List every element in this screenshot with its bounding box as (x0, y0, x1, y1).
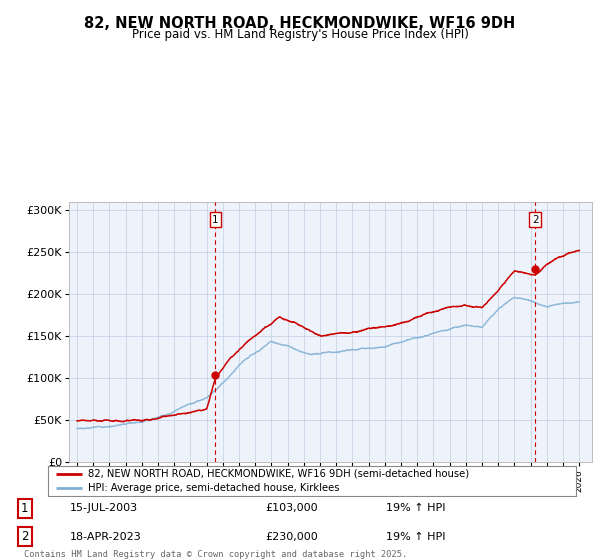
Text: 1: 1 (212, 215, 219, 225)
Text: 15-JUL-2003: 15-JUL-2003 (70, 503, 138, 514)
Text: Price paid vs. HM Land Registry's House Price Index (HPI): Price paid vs. HM Land Registry's House … (131, 28, 469, 41)
Text: 82, NEW NORTH ROAD, HECKMONDWIKE, WF16 9DH: 82, NEW NORTH ROAD, HECKMONDWIKE, WF16 9… (85, 16, 515, 31)
Text: 19% ↑ HPI: 19% ↑ HPI (386, 531, 446, 542)
Text: 18-APR-2023: 18-APR-2023 (70, 531, 142, 542)
Text: 82, NEW NORTH ROAD, HECKMONDWIKE, WF16 9DH (semi-detached house): 82, NEW NORTH ROAD, HECKMONDWIKE, WF16 9… (88, 469, 469, 479)
Text: 19% ↑ HPI: 19% ↑ HPI (386, 503, 446, 514)
Text: 2: 2 (21, 530, 28, 543)
Text: 2: 2 (532, 215, 539, 225)
Text: HPI: Average price, semi-detached house, Kirklees: HPI: Average price, semi-detached house,… (88, 483, 339, 493)
Text: £230,000: £230,000 (265, 531, 318, 542)
Text: £103,000: £103,000 (265, 503, 318, 514)
Text: Contains HM Land Registry data © Crown copyright and database right 2025.
This d: Contains HM Land Registry data © Crown c… (24, 550, 407, 560)
Text: 1: 1 (21, 502, 28, 515)
